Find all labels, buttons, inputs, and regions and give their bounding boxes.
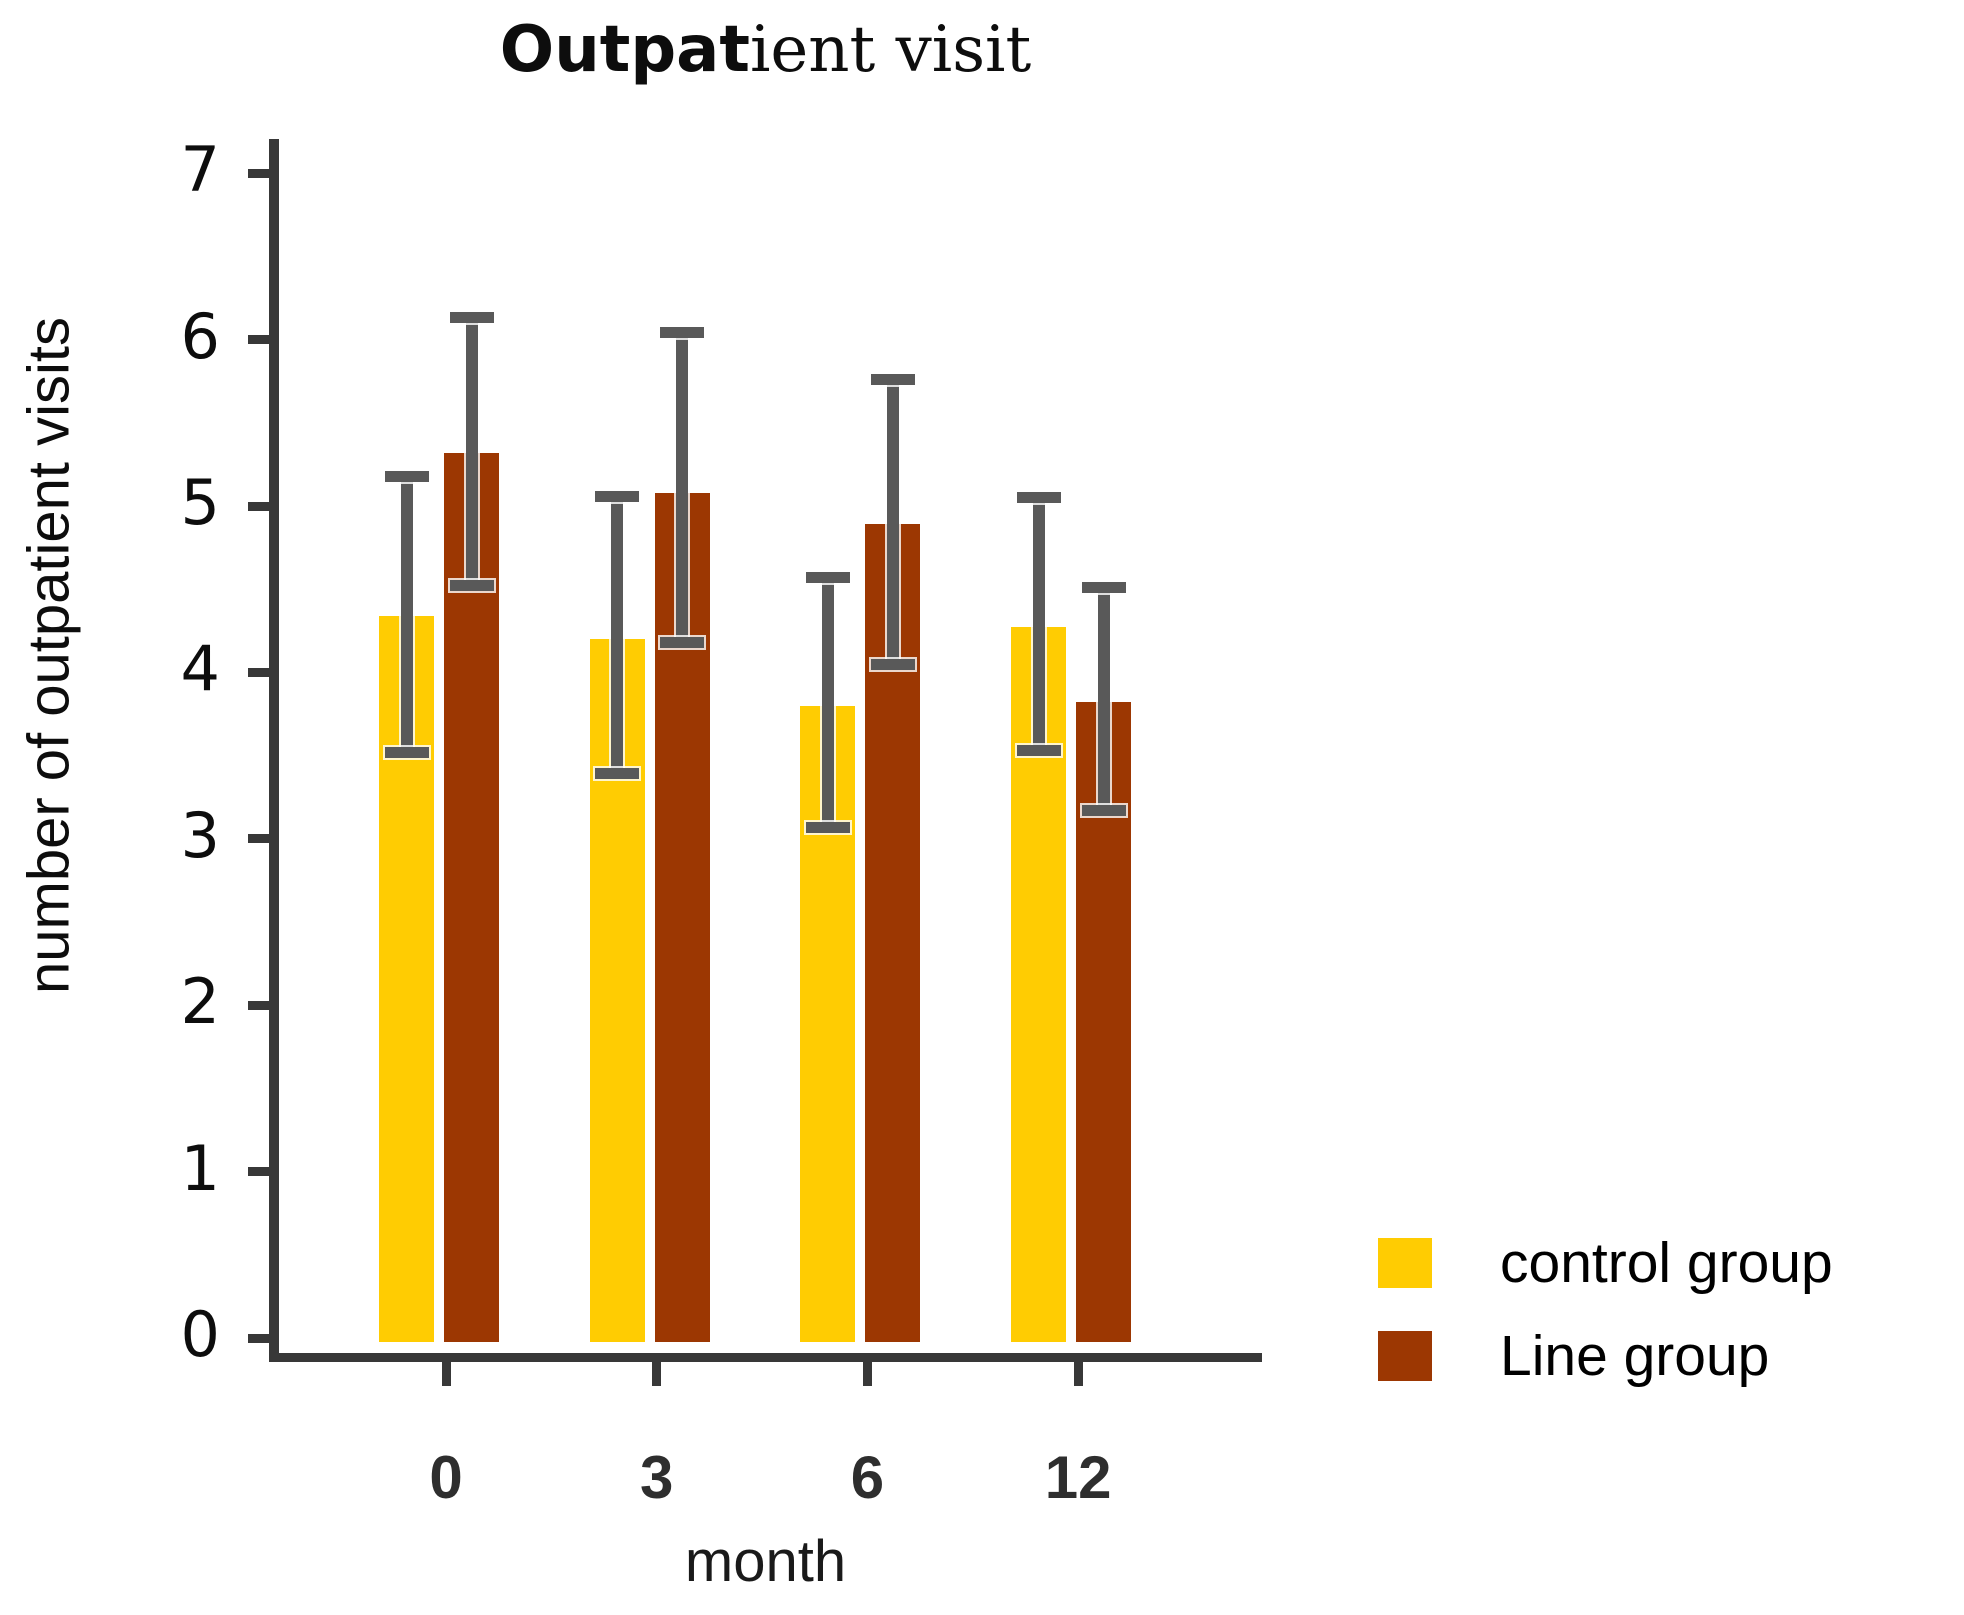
x-tick-label-6: 6: [850, 1444, 885, 1511]
x-tick-12: [1073, 1362, 1083, 1386]
x-tick-6: [862, 1362, 872, 1386]
y-axis-line: [269, 139, 279, 1362]
x-tick-0: [441, 1362, 451, 1386]
legend-label-control-group: control group: [1500, 1231, 1833, 1295]
y-axis-title: number of outpatient visits: [16, 316, 82, 994]
error-bar-stem-line-month-12: [1097, 587, 1110, 811]
error-bar-cap-top-control-month-0: [384, 470, 429, 482]
x-axis-line: [269, 1353, 1262, 1362]
legend-swatch-control-group: [1378, 1238, 1432, 1288]
y-tick-7: [248, 168, 269, 178]
error-bar-cap-top-control-month-12: [1016, 492, 1061, 504]
bar-line-month-0: [444, 452, 499, 1342]
x-axis-title: month: [684, 1529, 847, 1594]
legend-label-line-group: Line group: [1500, 1324, 1770, 1388]
error-bar-cap-bottom-line-month-6: [870, 658, 915, 670]
error-bar-cap-bottom-line-month-12: [1081, 805, 1126, 816]
y-tick-2: [248, 1000, 269, 1010]
y-tick-5: [248, 501, 269, 511]
error-bar-cap-bottom-control-month-0: [384, 746, 429, 758]
y-tick-6: [248, 335, 269, 345]
y-tick-label-1: 1: [180, 1131, 220, 1205]
error-bar-cap-bottom-line-month-3: [660, 636, 705, 648]
error-bar-stem-line-month-6: [886, 379, 899, 665]
legend-item-line-group: Line group: [1378, 1323, 1769, 1389]
error-bar-cap-top-line-month-3: [660, 327, 705, 339]
x-tick-label-12: 12: [1044, 1444, 1112, 1511]
error-bar-stem-line-month-0: [465, 317, 478, 586]
error-bar-cap-bottom-control-month-12: [1016, 745, 1061, 757]
y-tick-3: [248, 834, 269, 844]
legend-swatch-line-group: [1378, 1331, 1432, 1381]
chart-title-serif-part: ient visit: [749, 13, 1032, 87]
x-tick-3: [652, 1362, 662, 1386]
x-tick-label-3: 3: [640, 1444, 674, 1511]
y-tick-label-7: 7: [180, 133, 220, 207]
x-tick-label-0: 0: [429, 1444, 463, 1511]
error-bar-cap-top-control-month-6: [805, 572, 850, 584]
error-bar-stem-line-month-3: [676, 332, 689, 643]
error-bar-cap-top-line-month-12: [1081, 582, 1126, 594]
error-bar-stem-control-month-12: [1032, 497, 1045, 751]
y-tick-label-0: 0: [180, 1298, 220, 1371]
error-bar-cap-bottom-line-month-0: [449, 580, 494, 592]
error-bar-stem-control-month-0: [400, 476, 413, 753]
chart-title: Outpatient visit: [269, 12, 1262, 87]
error-bar-stem-control-month-6: [821, 577, 834, 828]
error-bar-stem-control-month-3: [611, 496, 624, 774]
y-tick-label-6: 6: [180, 299, 220, 373]
y-tick-label-3: 3: [180, 798, 220, 872]
y-tick-label-2: 2: [180, 965, 220, 1039]
error-bar-cap-top-line-month-6: [870, 374, 915, 386]
error-bar-cap-bottom-control-month-3: [595, 768, 640, 780]
y-tick-1: [248, 1167, 269, 1177]
chart-title-bold-part: Outpat: [499, 13, 750, 87]
y-tick-0: [248, 1333, 269, 1343]
error-bar-cap-top-line-month-0: [449, 312, 494, 324]
y-tick-label-4: 4: [180, 632, 220, 706]
y-tick-label-5: 5: [180, 466, 220, 539]
error-bar-cap-top-control-month-3: [595, 490, 640, 502]
error-bar-cap-bottom-control-month-6: [805, 821, 850, 833]
y-tick-4: [248, 667, 269, 677]
legend-item-control-group: control group: [1378, 1230, 1833, 1296]
